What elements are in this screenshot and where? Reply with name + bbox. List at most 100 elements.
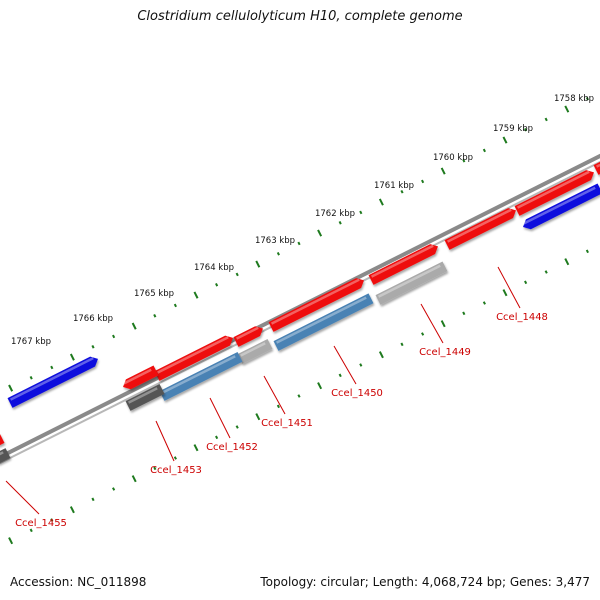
outer-tick — [524, 127, 528, 132]
inner-tick — [112, 487, 116, 491]
inner-tick — [255, 413, 261, 421]
outer-tick — [153, 313, 157, 318]
gene-reverse — [237, 339, 273, 364]
inner-tick — [173, 456, 177, 460]
inner-tick — [193, 444, 199, 452]
outer-tick — [544, 117, 548, 122]
inner-tick — [50, 518, 54, 522]
inner-tick — [421, 332, 425, 336]
outer-tick-track — [8, 96, 589, 392]
inner-tick — [564, 258, 570, 266]
gene-reverse — [7, 356, 98, 408]
outer-tick — [482, 148, 486, 153]
outer-tick — [421, 179, 425, 184]
gene-forward — [444, 208, 516, 250]
gene-label: Ccel_1450 — [331, 388, 383, 399]
scale-label: 1760 kbp — [433, 153, 473, 163]
outer-tick — [131, 322, 137, 330]
inner-tick — [235, 425, 239, 429]
gene-label: Ccel_1451 — [261, 418, 313, 429]
gene-label-leader — [333, 345, 357, 385]
gene-features — [0, 161, 600, 464]
scale-label: 1764 kbp — [194, 263, 234, 273]
gene-reverse — [0, 448, 11, 464]
inner-tick — [440, 320, 446, 328]
inner-tick — [153, 466, 157, 471]
gene-label-leader — [209, 397, 231, 439]
accession-label: Accession: NC_011898 — [10, 575, 147, 589]
gene-label: Ccel_1452 — [206, 442, 258, 453]
outer-tick — [276, 251, 280, 256]
gene-label-leader — [5, 480, 40, 515]
outer-tick — [8, 384, 14, 392]
outer-tick — [317, 229, 323, 237]
outer-tick — [215, 282, 219, 287]
outer-tick — [112, 334, 116, 339]
inner-tick — [276, 404, 280, 409]
inner-tick-track — [8, 249, 589, 545]
inner-tick — [544, 270, 548, 274]
outer-tick — [50, 365, 54, 370]
gene-label: Ccel_1455 — [15, 518, 67, 529]
gene-label-leader — [155, 420, 175, 462]
gene-label-leader — [497, 266, 521, 309]
scale-label: 1767 kbp — [11, 337, 51, 347]
outer-tick — [564, 105, 570, 113]
outer-tick — [359, 210, 363, 215]
scale-label: 1763 kbp — [255, 236, 295, 246]
gene-label: Ccel_1449 — [419, 347, 471, 358]
inner-tick — [585, 249, 589, 254]
gene-label: Ccel_1453 — [150, 465, 202, 476]
inner-tick — [317, 382, 323, 390]
scale-label: 1766 kbp — [73, 314, 113, 324]
gene-forward — [368, 244, 438, 285]
gene-forward — [154, 335, 233, 381]
outer-tick — [255, 260, 261, 268]
outer-tick — [235, 272, 239, 277]
inner-tick — [462, 311, 466, 316]
inner-tick — [69, 506, 75, 514]
scale-labels: 1758 kbp 1759 kbp 1760 kbp 1761 kbp 1762 kbp… — [11, 94, 594, 347]
outer-tick — [173, 303, 177, 308]
inner-tick — [378, 351, 384, 359]
outer-tick — [378, 198, 384, 206]
inner-tick — [8, 537, 14, 545]
outer-tick — [297, 241, 301, 246]
outer-tick — [69, 353, 75, 361]
gene-reverse — [522, 183, 600, 230]
outer-tick — [29, 376, 33, 380]
outer-tick — [338, 220, 342, 225]
gene-label-leader — [263, 375, 286, 415]
scale-label: 1759 kbp — [493, 124, 533, 134]
gene-forward — [122, 365, 159, 390]
outer-tick — [193, 291, 199, 299]
outer-tick — [400, 189, 404, 194]
outer-tick — [585, 96, 589, 101]
outer-tick — [440, 167, 446, 175]
outer-tick — [91, 344, 95, 349]
inner-tick — [359, 363, 363, 367]
inner-tick — [91, 497, 95, 502]
outer-tick — [502, 136, 508, 144]
gene-forward — [514, 170, 594, 216]
inner-tick — [502, 289, 508, 297]
gene-reverse — [125, 384, 165, 411]
gene-forward — [593, 161, 600, 175]
gene-reverse — [375, 261, 448, 305]
inner-tick — [338, 373, 342, 378]
scale-label: 1761 kbp — [374, 181, 414, 191]
gene-reverse — [273, 293, 374, 351]
scale-label: 1765 kbp — [134, 289, 174, 299]
scale-label: 1762 kbp — [315, 209, 355, 219]
gene-label-leader — [420, 303, 444, 344]
scale-label: 1758 kbp — [554, 94, 594, 104]
outer-tick — [462, 158, 466, 163]
gene-labels: Ccel_1448 Ccel_1449 Ccel_1450 Ccel_1451 Ccel… — [5, 266, 548, 529]
gene-forward — [233, 326, 263, 347]
gene-label: Ccel_1448 — [496, 312, 548, 323]
gene-forward — [0, 434, 5, 446]
inner-tick — [482, 301, 486, 305]
inner-tick — [131, 475, 137, 483]
